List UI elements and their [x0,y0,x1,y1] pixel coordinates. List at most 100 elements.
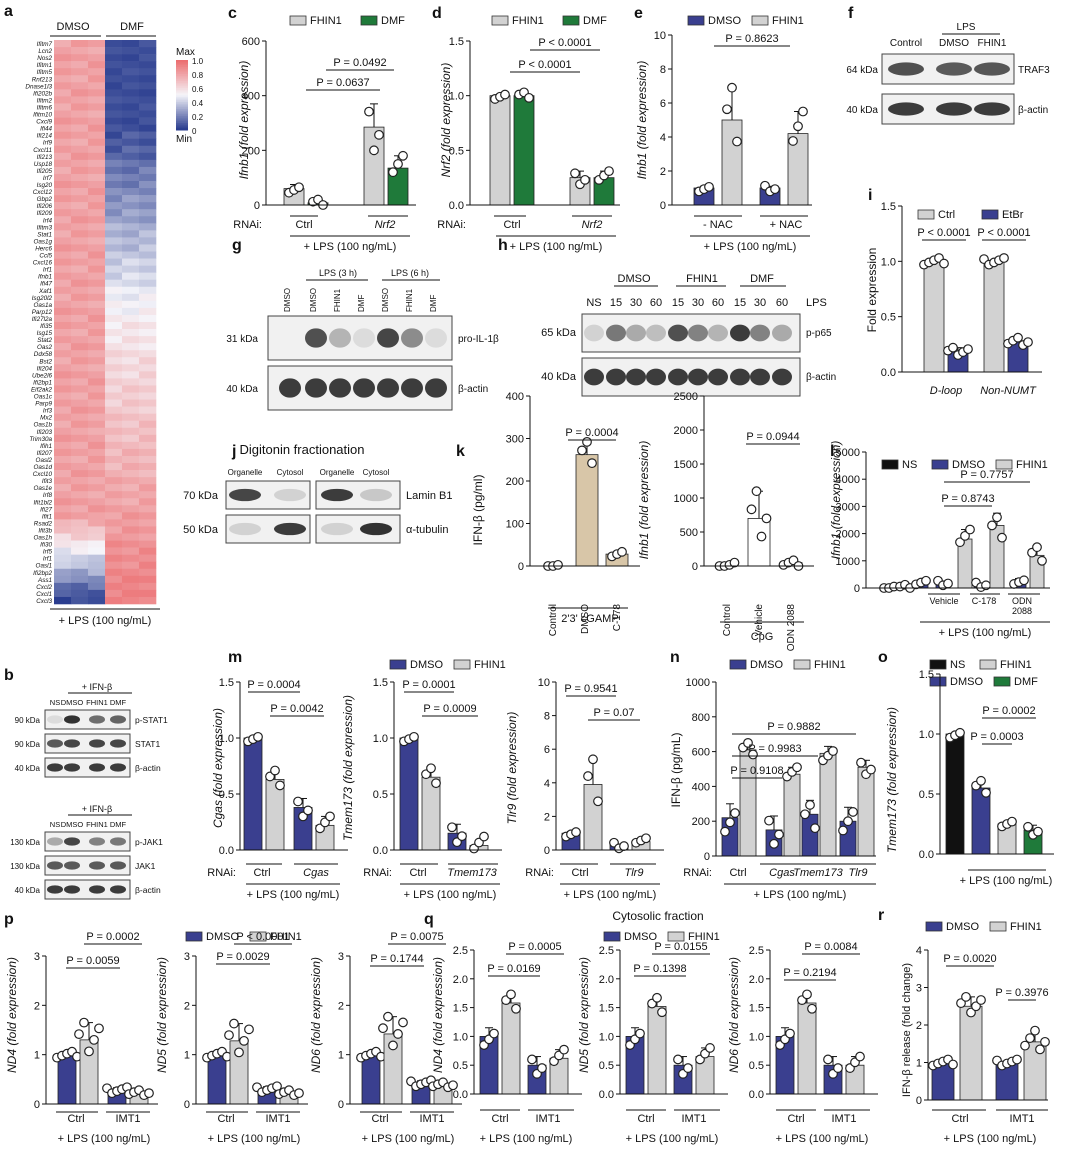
heatmap-cell [88,202,106,210]
heatmap-cell [71,491,89,499]
blot-b-kda: 90 kDa [15,716,41,725]
heatmap-group-dmf: DMF [120,21,144,33]
blot-h-lane: 15 [610,297,622,309]
blot-f-row-label: TRAF3 [1018,65,1050,76]
heatmap-legend-cell [176,89,188,92]
heatmap-gene-label: Parp12 [32,309,53,316]
k-xgroup: 2'3' cGAMP [561,613,618,625]
data-point [1040,1036,1050,1047]
bar-fhin1-tlr9 [857,766,875,857]
heatmap-cell [71,455,89,464]
blot-b-lane: DMSO [61,698,84,707]
heatmap-cell [105,181,123,189]
heatmap-cell [105,40,123,48]
heatmap-cell [105,272,123,280]
heatmap-cell [122,596,140,605]
group-label: Ctrl [787,1113,804,1125]
y-tick-label: 8 [544,711,550,723]
heatmap-cell [122,350,140,358]
heatmap-cell [54,40,72,48]
heatmap-legend-cell [176,109,188,112]
heatmap-cell [122,223,140,231]
blot-j-lane: Cytosol [277,468,304,477]
heatmap-cell [54,286,72,295]
heatmap-legend-tick: 0.2 [192,113,204,122]
heatmap-cell [54,96,72,104]
data-point [293,796,303,807]
group-label: - NAC [703,219,733,231]
heatmap-cell [139,596,157,605]
heatmap-cell [88,441,106,450]
blot-b-top-band [47,715,63,724]
heatmap-cell [122,385,140,393]
heatmap-cell [71,399,89,407]
blot-g-row-label: β-actin [458,384,488,395]
group-label: Nrf2 [582,219,603,231]
heatmap-cell [88,237,106,245]
group-label: Vehicle [929,596,958,606]
heatmap-cell [122,392,140,400]
y-tick-label: 0.5 [749,1060,764,1072]
heatmap-cell [105,596,123,605]
data-point [652,992,662,1003]
heatmap-cell [139,378,157,386]
heatmap-cell [54,300,72,309]
p-value: P = 0.9108 [730,765,783,777]
heatmap-cell [105,47,123,55]
blot-b-bot-band [47,885,63,894]
y-tick-label: 2 [34,1000,40,1012]
panel-label-m: m [228,649,242,666]
data-point [604,166,614,177]
heatmap-cell [105,505,123,513]
heatmap-gene-label: Ifi207 [37,450,53,457]
y-axis-label: ND5 (fold expression) [155,957,169,1073]
heatmap-cell [122,336,140,344]
heatmap-cell [105,343,123,351]
data-point [378,1023,388,1034]
heatmap-legend-cell [176,68,188,71]
heatmap-cell [71,138,89,147]
y-tick-label: 1.0 [919,729,934,741]
lps-label: + LPS (100 ng/mL) [510,241,603,253]
data-point [939,258,949,269]
heatmap-cell [139,131,157,139]
heatmap-cell [105,82,123,90]
heatmap-legend-cell [176,84,188,87]
group-label: Ctrl [503,219,520,231]
legend-label-fhin1: FHIN1 [1000,659,1032,671]
heatmap-cell [88,47,106,55]
heatmap-cell [122,533,140,541]
blot-g-kda: 31 kDa [226,334,258,345]
heatmap-gene-label: Stat2 [37,337,52,344]
y-tick-label: 400 [506,391,524,403]
data-point [963,344,973,355]
blot-b-bot-band [47,861,63,870]
y-tick-label: 1.0 [881,256,896,268]
p-value: P = 0.0042 [270,703,323,715]
blot-b-bot-band [110,861,126,870]
heatmap-gene-label: Ifit3b [38,527,52,534]
blot-b-kda: 90 kDa [15,740,41,749]
blot-g-lane: DMF [429,295,438,312]
heatmap-cell [105,378,123,386]
heatmap-cell [139,336,157,344]
heatmap-cell [88,68,106,76]
y-tick-label: 200 [506,476,524,488]
heatmap-cell [54,68,72,76]
heatmap-cell [88,110,106,118]
y-tick-label: 600 [242,36,260,48]
panel-label-a: a [4,3,13,20]
heatmap-cell [71,314,89,323]
heatmap-cell [122,265,140,273]
heatmap-cell [122,441,140,450]
heatmap-gene-label: Ass1 [37,577,52,584]
heatmap-cell [88,343,106,351]
blot-h-kda: 65 kDa [541,327,577,339]
heatmap-cell [54,568,72,577]
heatmap-cell [88,166,106,175]
data-point [1023,337,1033,348]
heatmap-cell [71,82,89,90]
y-tick-label: 0 [854,583,860,595]
y-tick-label: 1.0 [373,733,388,745]
heatmap-cell [139,110,157,118]
